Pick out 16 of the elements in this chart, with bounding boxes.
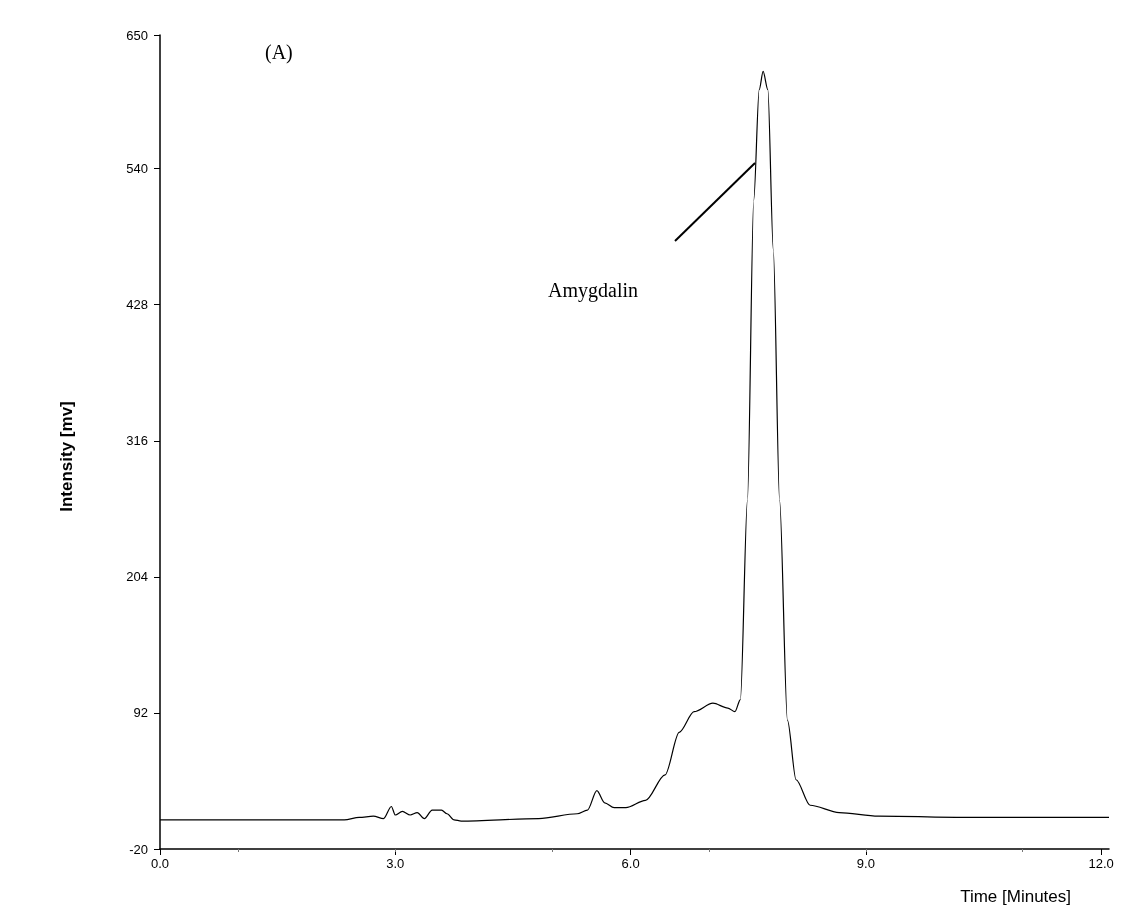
x-tick-label: 12.0 <box>1088 856 1114 871</box>
y-tick-label: -20 <box>129 841 148 857</box>
y-tick-label: 650 <box>126 27 148 43</box>
x-tick-label: 3.0 <box>386 856 405 871</box>
y-axis-title: Intensity [mv] <box>57 401 76 512</box>
x-tick-label: 0.0 <box>150 856 170 871</box>
x-axis-title: Time [Minutes] <box>960 887 1071 906</box>
annotation: Amygdalin <box>548 279 638 302</box>
y-tick-label: 428 <box>126 297 148 313</box>
y-tick-label: 316 <box>126 433 148 449</box>
y-tick-label: 92 <box>133 705 148 721</box>
y-tick-label: 204 <box>126 569 148 585</box>
y-tick-label: 540 <box>126 161 148 177</box>
annotation: (A) <box>265 41 293 64</box>
x-tick-label: 9.0 <box>856 856 875 871</box>
x-tick-label: 6.0 <box>621 856 640 871</box>
